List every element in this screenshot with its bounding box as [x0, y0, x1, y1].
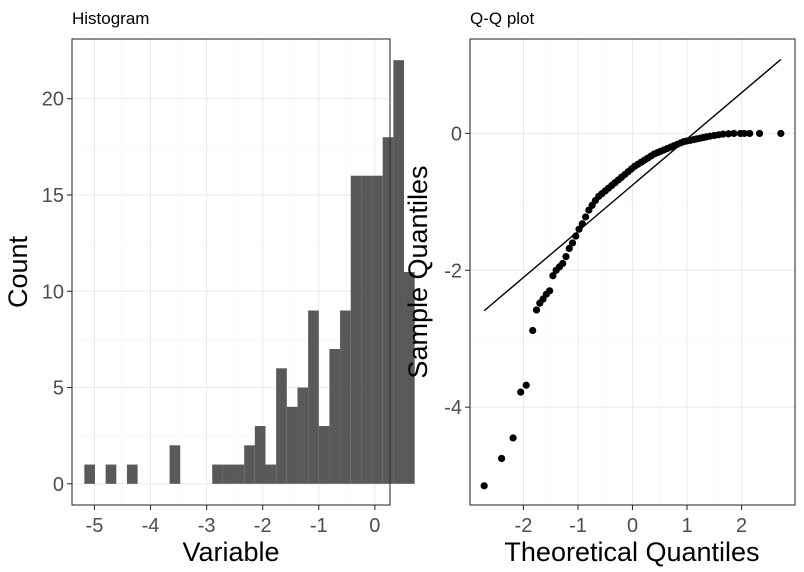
histogram-bar [169, 445, 181, 484]
histogram-bar [361, 175, 373, 484]
qq-point [532, 306, 541, 314]
histogram-bar [372, 175, 383, 484]
histogram-title: Histogram [72, 9, 149, 28]
histogram-y-tick-label: 10 [42, 281, 64, 303]
histogram-y-tick-label: 5 [53, 378, 64, 400]
qq-y-tick-label: -2 [444, 260, 462, 282]
qq-x-tick-label: 2 [736, 515, 747, 537]
histogram-bar [105, 464, 117, 484]
qq-point [565, 244, 573, 252]
qq-reference-line-group [483, 58, 782, 312]
histogram-bar [308, 310, 319, 484]
qq-point [740, 129, 748, 138]
histogram-bar [84, 464, 95, 484]
histogram-y-tick-label: 20 [42, 89, 64, 111]
qq-point [480, 482, 488, 490]
histogram-bar [126, 464, 138, 484]
histogram-bar [393, 60, 405, 484]
qq-plot-title: Q-Q plot [470, 9, 535, 28]
qq-reference-line [483, 58, 782, 312]
qq-y-tick-label: 0 [451, 123, 462, 145]
qq-point [572, 232, 580, 240]
histogram-bars [84, 60, 415, 484]
histogram-x-tick-label: -5 [86, 515, 104, 537]
qq-point [724, 130, 733, 138]
histogram-bar [222, 464, 234, 484]
histogram-y-tick-label: 15 [42, 185, 64, 207]
histogram-y-tick-label: 0 [53, 474, 64, 496]
histogram-bar [286, 406, 298, 484]
qq-point [559, 259, 567, 268]
histogram-bar [340, 310, 351, 484]
qq-point [578, 220, 586, 228]
qq-point [562, 253, 570, 261]
qq-point [777, 129, 785, 138]
histogram-bar [329, 349, 341, 484]
histogram-axis-ticks: -5 -4 -3 -2 -1 0 0 5 10 15 20 [42, 89, 381, 537]
histogram-x-tick-label: -4 [142, 515, 160, 537]
histogram-bar [404, 272, 415, 484]
qq-y-tick-label: -4 [444, 397, 462, 419]
histogram-bar [297, 387, 309, 484]
qq-x-tick-label: -2 [515, 515, 533, 537]
histogram-x-tick-label: -3 [198, 515, 216, 537]
qq-y-axis-title: Sample Quantiles [403, 165, 433, 378]
histogram-x-tick-label: 0 [369, 515, 380, 537]
histogram-panel: Histogram -5 -4 -3 -2 -1 0 0 5 10 15 20 Variable C… [3, 9, 415, 567]
histogram-x-tick-label: -2 [254, 515, 272, 537]
qq-points [480, 129, 785, 490]
qq-point [529, 326, 537, 335]
histogram-bar [318, 426, 330, 484]
qq-point [522, 381, 530, 389]
qq-point [549, 272, 557, 280]
histogram-bar [350, 175, 362, 484]
histogram-bar [265, 464, 277, 484]
qq-point [509, 434, 517, 442]
qq-point [517, 388, 525, 396]
histogram-bar [254, 426, 266, 484]
qq-x-axis-title: Theoretical Quantiles [504, 537, 759, 567]
histogram-bar [276, 368, 287, 484]
histogram-bar [382, 137, 394, 484]
histogram-bar [233, 464, 245, 484]
qq-plot-axis-ticks: -2 -1 0 1 2 -4 -2 0 [444, 123, 747, 537]
qq-point [568, 239, 577, 247]
qq-point [719, 130, 727, 138]
qq-point [582, 213, 590, 221]
qq-x-tick-label: 1 [681, 515, 692, 537]
qq-point [498, 454, 506, 463]
histogram-x-axis-title: Variable [182, 537, 279, 567]
histogram-x-tick-label: -1 [310, 515, 328, 537]
qq-point [755, 129, 764, 138]
qq-x-tick-label: -1 [569, 515, 587, 537]
qq-point [546, 287, 554, 295]
histogram-bar [244, 445, 255, 484]
qq-plot-panel: Q-Q plot -2 -1 0 1 2 -4 -2 0 Theoretical Quanti… [403, 9, 796, 567]
qq-point [575, 225, 583, 233]
qq-point [730, 129, 738, 138]
histogram-bar [212, 464, 223, 484]
qq-plot-grid [470, 39, 795, 505]
histogram-y-axis-title: Count [3, 235, 33, 308]
qq-x-tick-label: 0 [627, 515, 638, 537]
histogram-panel-border [71, 38, 391, 506]
qq-point [746, 129, 754, 138]
